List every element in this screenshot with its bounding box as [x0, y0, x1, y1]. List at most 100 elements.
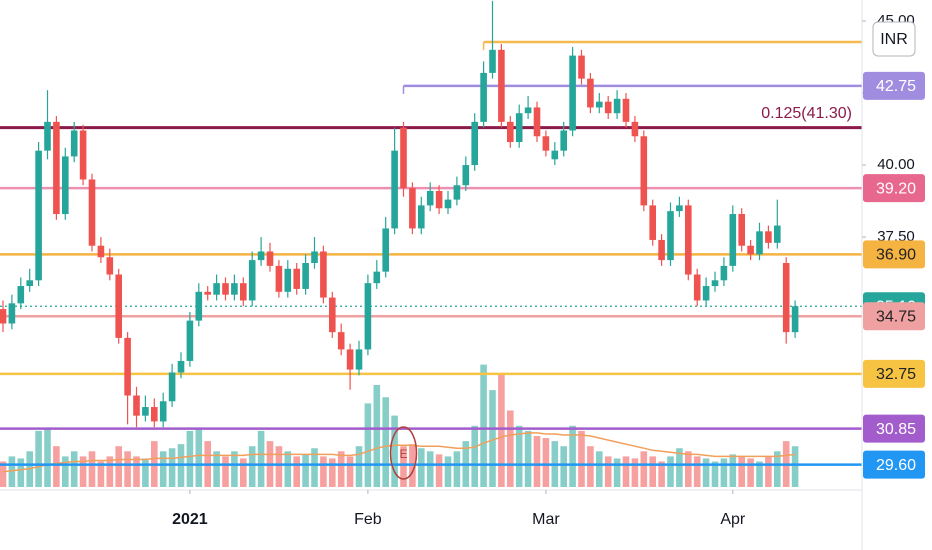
volume-bar — [765, 456, 772, 487]
earnings-label: E — [399, 447, 407, 461]
candle-body — [409, 188, 416, 229]
volume-bar — [195, 427, 203, 487]
volume-bar — [774, 451, 781, 487]
volume-bar — [115, 446, 122, 487]
candle-body — [738, 214, 745, 246]
volume-bar — [515, 425, 523, 487]
volume-bar — [70, 451, 78, 487]
volume-pane — [0, 364, 799, 487]
volume-bar — [587, 446, 594, 487]
volume-bar — [480, 364, 487, 487]
candle-body — [70, 130, 78, 157]
candle-body — [106, 257, 114, 275]
volume-bar — [560, 446, 567, 487]
candle-body — [17, 286, 25, 304]
volume-bar — [329, 458, 336, 487]
candle-body — [471, 121, 478, 166]
candle-body — [756, 231, 763, 255]
volume-bar — [284, 451, 292, 487]
candle-body — [213, 283, 220, 295]
candle-body — [373, 271, 381, 284]
price-label-box — [863, 450, 925, 479]
candle-body — [702, 286, 710, 301]
price-label-box — [863, 174, 925, 203]
volume-bar — [640, 451, 648, 487]
candle-body — [346, 349, 354, 370]
candle-body — [133, 395, 140, 416]
candle-body — [560, 130, 567, 151]
x-tick-label: Feb — [354, 511, 382, 528]
volume-bar — [124, 451, 131, 487]
volume-ma-line — [2, 432, 796, 473]
volume-bar — [596, 451, 603, 487]
candle-body — [515, 113, 523, 143]
candle-body — [462, 165, 470, 186]
candle-body — [489, 49, 496, 73]
price-label: 36.90 — [876, 247, 916, 264]
volume-bar — [0, 461, 7, 487]
candle-body — [329, 297, 336, 333]
candle-body — [693, 274, 701, 301]
candle-body — [97, 245, 105, 258]
candle-body — [596, 101, 603, 108]
candle-body — [658, 239, 665, 261]
candle-body — [587, 78, 594, 108]
candle-body — [747, 245, 754, 255]
candle-body — [275, 265, 283, 292]
candles: E — [0, 0, 799, 480]
candle-body — [685, 205, 692, 275]
volume-bar — [756, 461, 763, 487]
volume-bar — [658, 461, 665, 487]
candle-body — [159, 401, 167, 422]
volume-bar — [426, 451, 434, 487]
volume-bar — [489, 390, 496, 487]
candle-body — [88, 179, 96, 246]
volume-bar — [168, 448, 176, 487]
candle-body — [124, 337, 131, 396]
candle-body — [302, 263, 309, 289]
candle-body — [551, 150, 559, 160]
candle-body — [782, 263, 790, 333]
price-label: 32.75 — [876, 366, 916, 383]
candle-body — [8, 303, 16, 324]
volume-bar — [400, 446, 407, 487]
candle-body — [257, 251, 265, 261]
candle-body — [613, 98, 621, 114]
volume-bar — [53, 446, 60, 487]
candle-body — [142, 407, 149, 416]
volume-bar — [355, 446, 363, 487]
candle-body — [604, 101, 612, 114]
volume-bar — [453, 451, 461, 487]
x-tick-label: Apr — [720, 511, 746, 528]
volume-bar — [186, 430, 194, 487]
candle-body — [774, 225, 781, 243]
volume-bar — [524, 430, 532, 487]
volume-bar — [711, 461, 719, 487]
candle-body — [533, 107, 541, 137]
volume-bar — [382, 397, 389, 487]
candle-body — [35, 150, 42, 281]
candle-body — [79, 130, 87, 180]
candle-body — [177, 360, 185, 373]
candle-body — [444, 199, 452, 209]
candle-body — [355, 349, 363, 370]
candle-body — [53, 121, 60, 215]
candle-body — [364, 283, 372, 350]
candle-body — [400, 127, 407, 189]
candle-body — [480, 72, 487, 122]
candle-body — [426, 190, 434, 206]
fib-label: 0.125(41.30) — [761, 105, 852, 122]
volume-bar — [578, 430, 585, 487]
price-label: 42.75 — [876, 78, 916, 95]
volume-bar — [418, 448, 425, 487]
volume-bar — [373, 385, 381, 487]
price-label-box — [863, 414, 925, 443]
volume-bar — [391, 415, 398, 487]
volume-bar — [79, 456, 87, 487]
price-label-box — [863, 359, 925, 388]
candle-body — [62, 156, 69, 215]
price-label: 30.85 — [876, 421, 916, 438]
volume-bar — [667, 456, 674, 487]
earnings-marker — [389, 426, 418, 480]
